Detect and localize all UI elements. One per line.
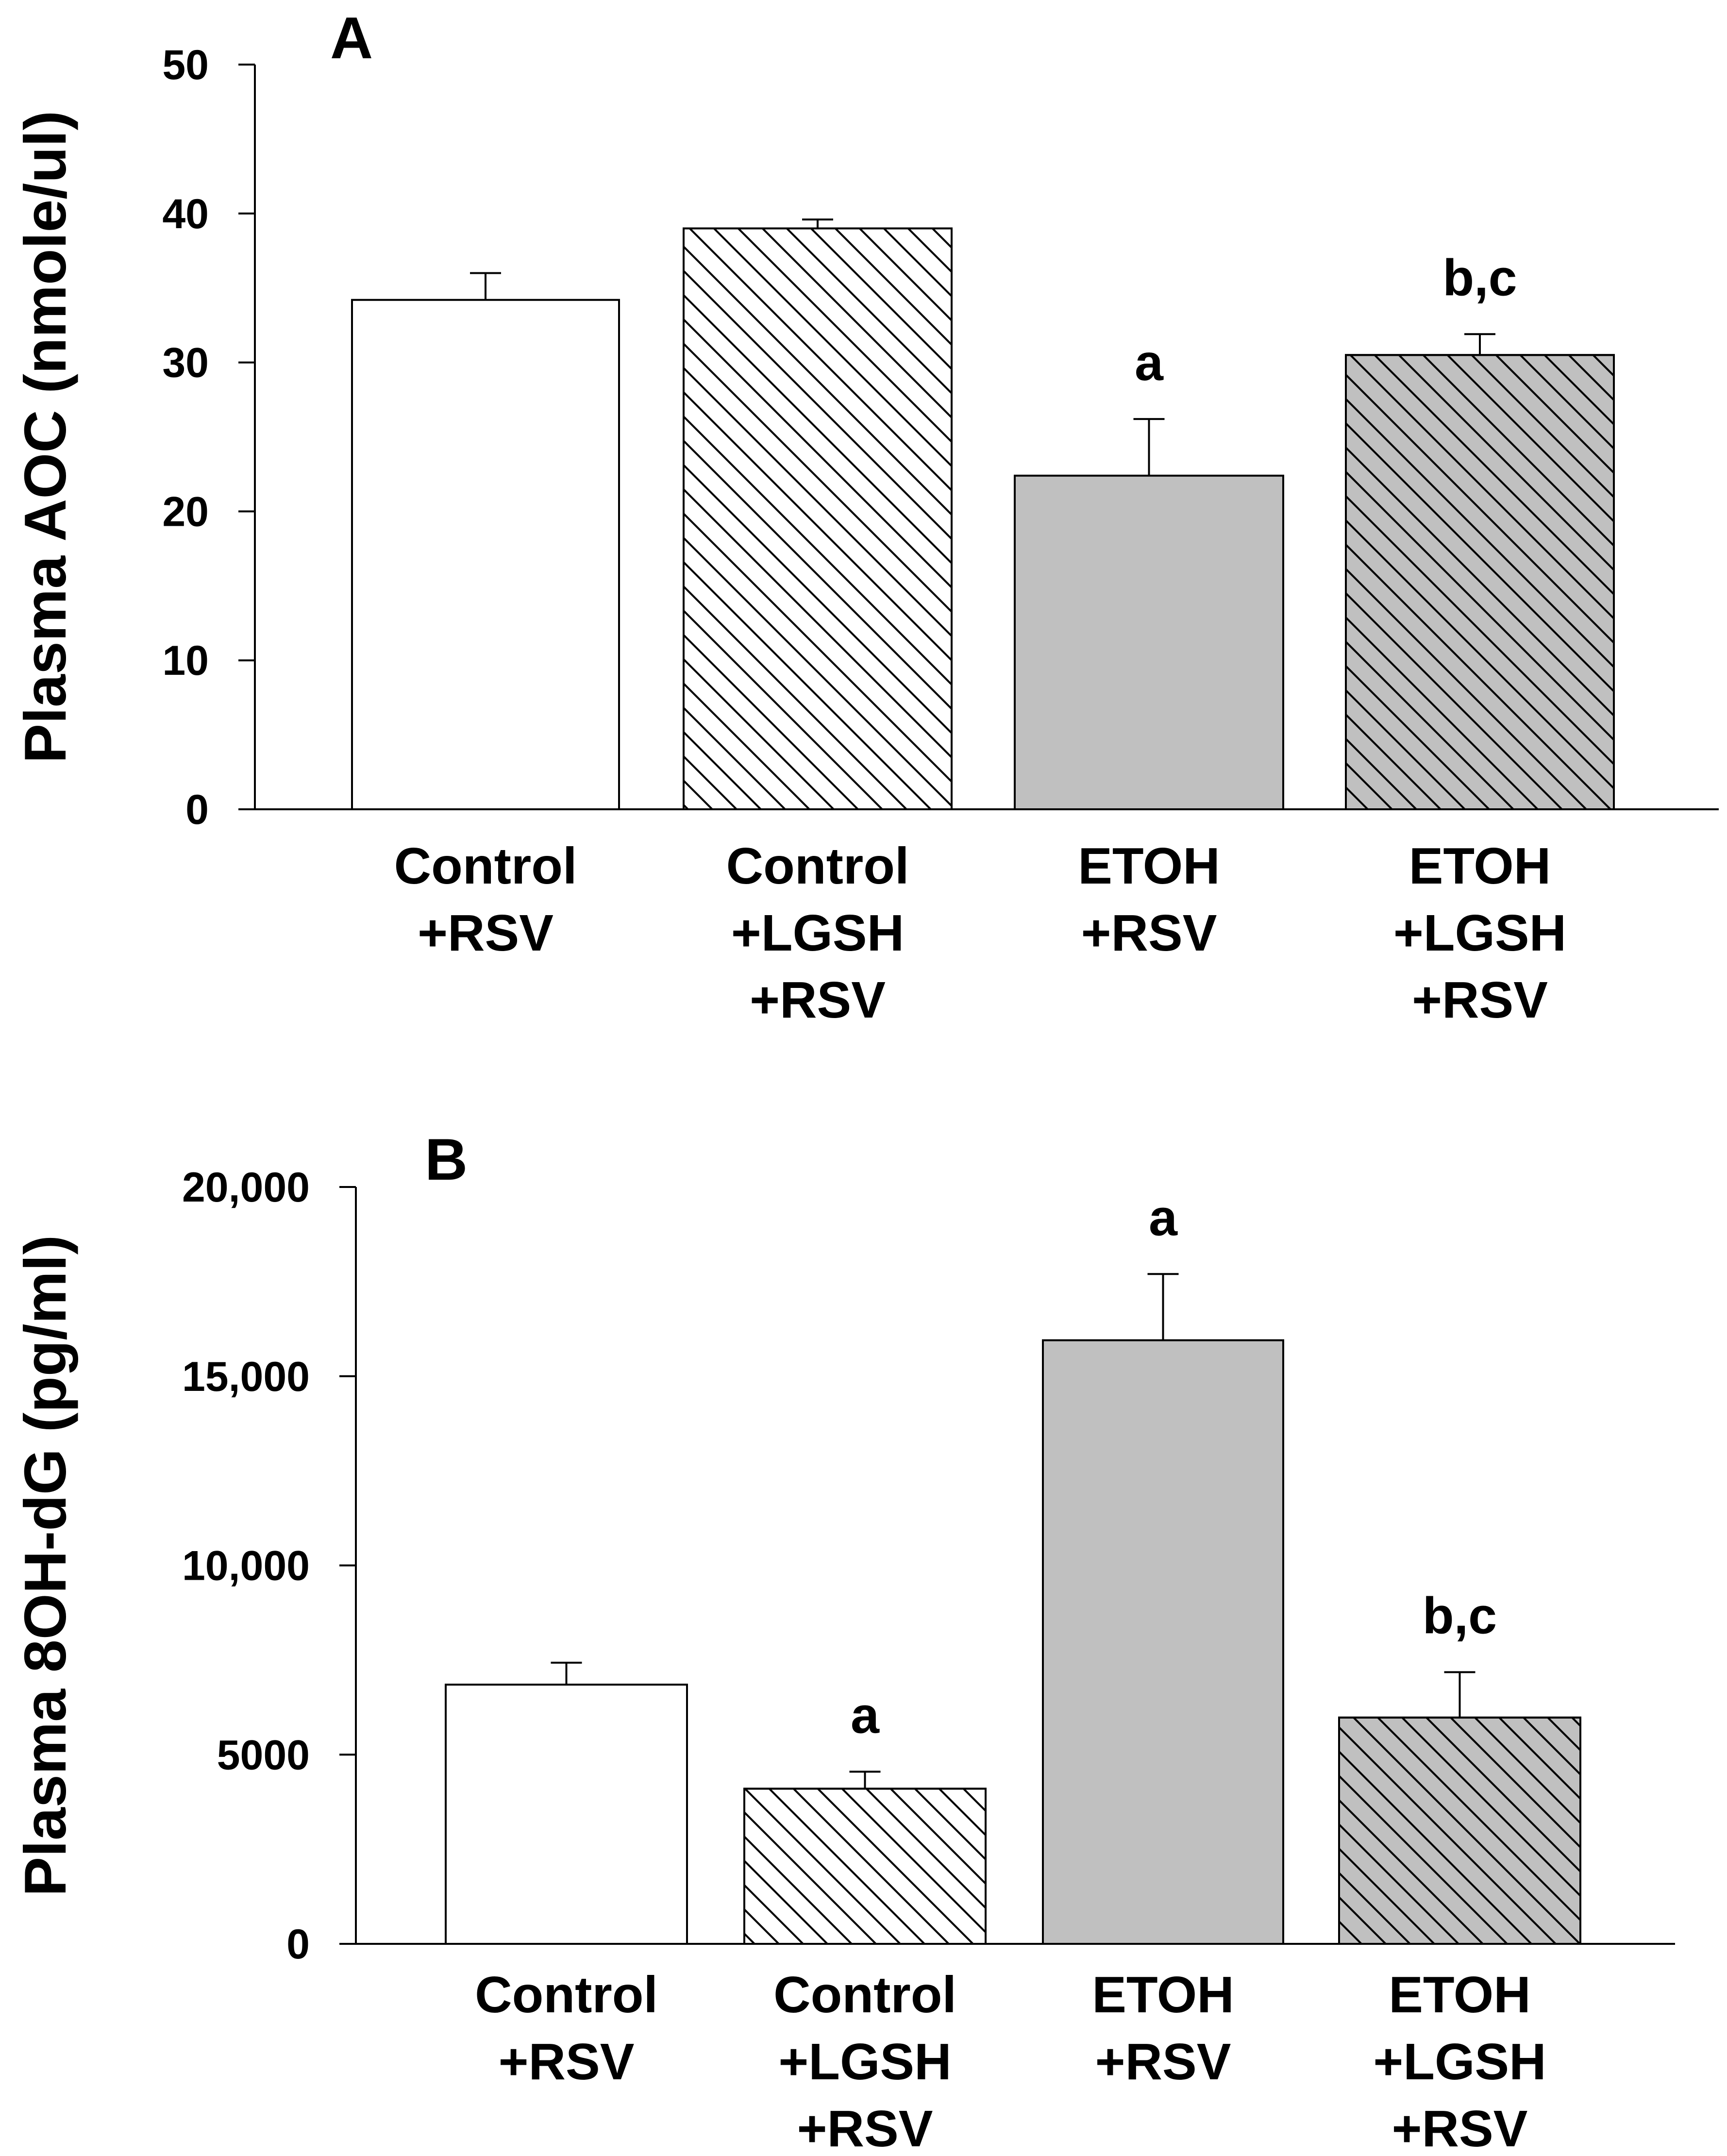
x-category-label-line: +LGSH [778, 2033, 951, 2090]
x-category-label-line: Control [726, 837, 909, 895]
panel-label: B [425, 1126, 468, 1192]
x-category-label-line: ETOH [1389, 1966, 1531, 2023]
x-category-label-line: +RSV [499, 2033, 635, 2090]
chart-a-aoc: 0 10 20 30 40 50 Plasma AOC (nmole/ul) A Control… [12, 5, 1719, 1029]
y-tick-label: 10,000 [182, 1543, 310, 1589]
x-category-label: Control +RSV [475, 1966, 658, 2090]
x-category-label-line: ETOH [1078, 837, 1220, 895]
y-tick-label: 10 [162, 637, 209, 684]
x-category-label: ETOH +LGSH +RSV [1373, 1966, 1546, 2156]
bar-b-4-hatch [1338, 1716, 1581, 1945]
x-category-label: Control +RSV [394, 837, 577, 962]
x-category-label-line: Control [394, 837, 577, 895]
y-tick-label: 15,000 [182, 1354, 310, 1400]
x-category-label-line: +LGSH [731, 904, 904, 962]
x-category-label-line: Control [773, 1966, 956, 2023]
y-axis-label: Plasma AOC (nmole/ul) [12, 111, 78, 764]
x-category-label-line: +RSV [1081, 904, 1217, 962]
panel-label: A [330, 5, 373, 71]
y-tick-label: 20 [162, 488, 209, 535]
significance-label: b,c [1442, 249, 1517, 306]
significance-label: a [1149, 1189, 1178, 1246]
bar-a-2-hatch [683, 227, 953, 811]
bar-b-2-hatch [743, 1788, 987, 1945]
significance-label: a [1135, 334, 1164, 391]
chart-b-8ohdg: 0 5000 10,000 15,000 20,000 Plasma 8OH-dG (pg… [12, 1126, 1675, 2156]
x-category-label: ETOH +RSV [1092, 1966, 1234, 2090]
y-tick-label: 50 [162, 42, 209, 88]
x-category-label-line: +RSV [750, 971, 886, 1029]
x-category-label: ETOH +RSV [1078, 837, 1220, 962]
y-tick-label: 20,000 [182, 1164, 310, 1211]
x-category-label-line: +LGSH [1393, 904, 1566, 962]
x-category-label-line: +RSV [1412, 971, 1548, 1029]
x-category-label-line: +RSV [1095, 2033, 1231, 2090]
significance-label: a [851, 1687, 880, 1744]
y-tick-label: 0 [286, 1921, 310, 1968]
bar-a-4-hatch [1345, 354, 1615, 810]
x-category-label-line: ETOH [1409, 837, 1551, 895]
x-category-label-line: +RSV [797, 2100, 933, 2156]
x-category-label-line: ETOH [1092, 1966, 1234, 2023]
y-tick-label: 5000 [217, 1732, 310, 1778]
x-category-label-line: +RSV [418, 904, 553, 962]
x-category-label-line: Control [475, 1966, 658, 2023]
x-category-label-line: +RSV [1392, 2100, 1528, 2156]
y-tick-label: 0 [185, 786, 209, 833]
x-category-label: ETOH +LGSH +RSV [1393, 837, 1566, 1029]
y-tick-label: 30 [162, 340, 209, 386]
bar-a-3 [1014, 474, 1284, 810]
bar-a-1 [351, 299, 620, 810]
x-category-label: Control +LGSH +RSV [773, 1966, 956, 2156]
significance-label: b,c [1423, 1587, 1497, 1644]
y-tick-label: 40 [162, 191, 209, 237]
bar-b-3 [1042, 1339, 1284, 1945]
x-category-label-line: +LGSH [1373, 2033, 1546, 2090]
x-category-label: Control +LGSH +RSV [726, 837, 909, 1029]
y-axis-label: Plasma 8OH-dG (pg/ml) [12, 1235, 78, 1897]
bar-b-1 [445, 1684, 688, 1945]
